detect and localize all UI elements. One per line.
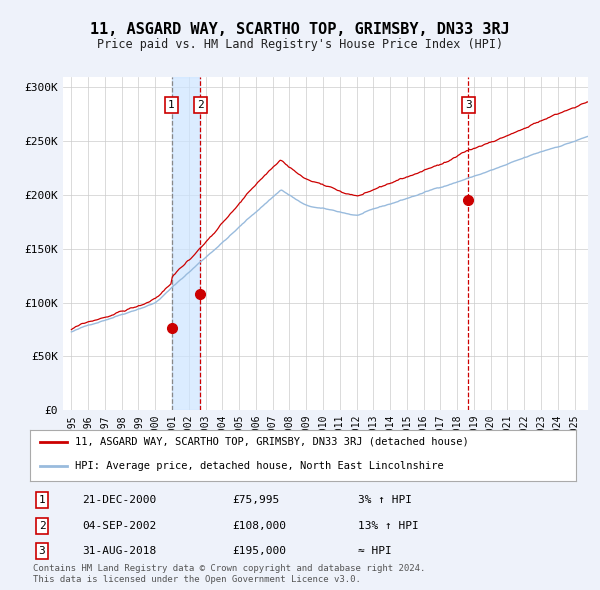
- Text: HPI: Average price, detached house, North East Lincolnshire: HPI: Average price, detached house, Nort…: [75, 461, 443, 471]
- Text: £108,000: £108,000: [232, 520, 286, 530]
- Text: 2: 2: [197, 100, 203, 110]
- Text: 31-AUG-2018: 31-AUG-2018: [82, 546, 156, 556]
- Text: ≈ HPI: ≈ HPI: [358, 546, 391, 556]
- Text: 11, ASGARD WAY, SCARTHO TOP, GRIMSBY, DN33 3RJ (detached house): 11, ASGARD WAY, SCARTHO TOP, GRIMSBY, DN…: [75, 437, 469, 447]
- Text: 11, ASGARD WAY, SCARTHO TOP, GRIMSBY, DN33 3RJ: 11, ASGARD WAY, SCARTHO TOP, GRIMSBY, DN…: [90, 22, 510, 37]
- Text: 13% ↑ HPI: 13% ↑ HPI: [358, 520, 418, 530]
- Text: 1: 1: [38, 496, 46, 505]
- Text: Price paid vs. HM Land Registry's House Price Index (HPI): Price paid vs. HM Land Registry's House …: [97, 38, 503, 51]
- Text: 3: 3: [465, 100, 472, 110]
- Bar: [172, 77, 200, 410]
- Text: £195,000: £195,000: [232, 546, 286, 556]
- Text: 3% ↑ HPI: 3% ↑ HPI: [358, 496, 412, 505]
- Text: 04-SEP-2002: 04-SEP-2002: [82, 520, 156, 530]
- Text: 3: 3: [38, 546, 46, 556]
- Text: 1: 1: [168, 100, 175, 110]
- Text: 2: 2: [38, 520, 46, 530]
- Text: Contains HM Land Registry data © Crown copyright and database right 2024.: Contains HM Land Registry data © Crown c…: [33, 563, 425, 572]
- Text: 21-DEC-2000: 21-DEC-2000: [82, 496, 156, 505]
- Text: £75,995: £75,995: [232, 496, 279, 505]
- Text: This data is licensed under the Open Government Licence v3.0.: This data is licensed under the Open Gov…: [33, 575, 361, 584]
